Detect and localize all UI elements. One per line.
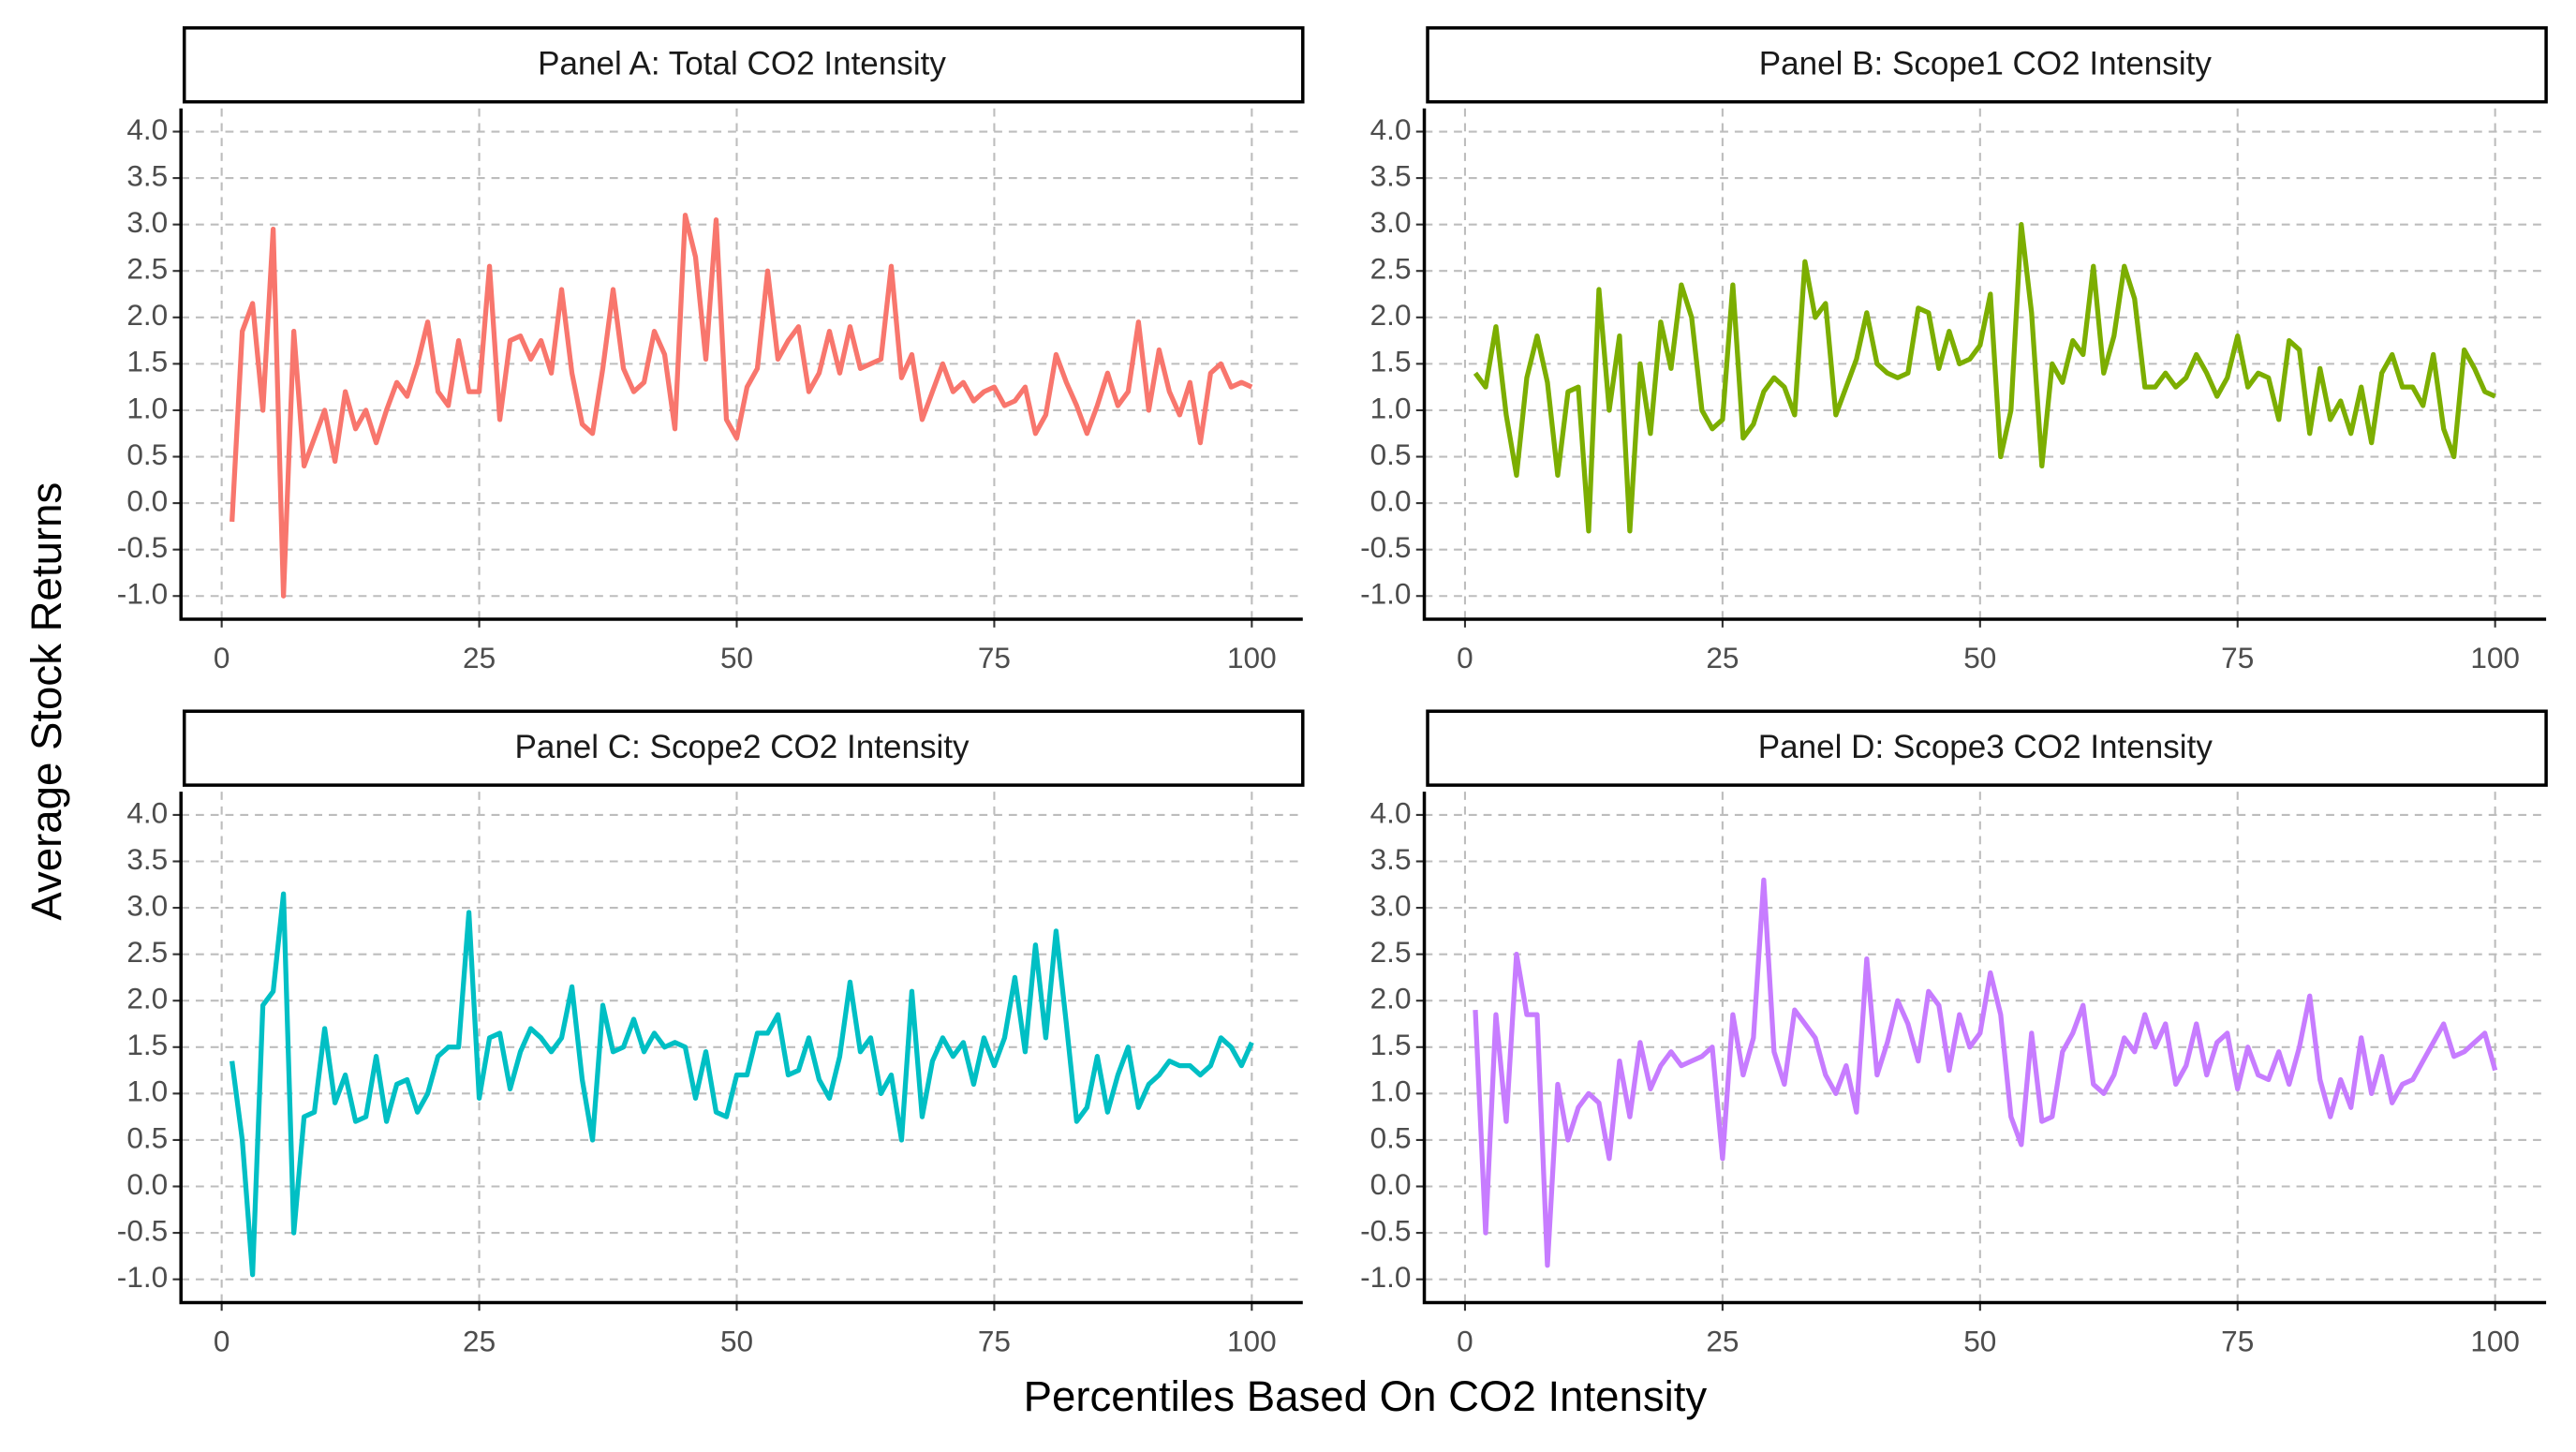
- y-tick-label: 0.5: [1370, 1120, 1412, 1154]
- y-tick-label: 4.0: [126, 112, 168, 146]
- data-line: [1473, 877, 2498, 1268]
- y-tick-label: 1.5: [126, 1028, 168, 1061]
- y-tick-label: -0.5: [117, 1213, 168, 1247]
- x-tick-label: 50: [720, 1325, 753, 1358]
- y-tick-label: 2.0: [1370, 298, 1412, 332]
- y-tick-label: 1.0: [1370, 1074, 1412, 1108]
- y-tick-label: -0.5: [117, 530, 168, 564]
- data-line: [229, 213, 1253, 599]
- y-tick-label: 1.5: [1370, 1028, 1412, 1061]
- y-tick-label: -1.0: [1360, 577, 1411, 611]
- panel-title: Panel D: Scope3 CO2 Intensity: [1758, 729, 2213, 765]
- x-tick-label: 0: [1457, 1325, 1473, 1358]
- y-tick-label: 4.0: [1370, 795, 1412, 829]
- x-tick-label: 75: [978, 641, 1011, 674]
- x-tick-label: 25: [463, 641, 496, 674]
- x-tick-label: 25: [1706, 1325, 1739, 1358]
- axis-line: [179, 792, 1303, 1305]
- y-tick-label: 2.0: [126, 982, 168, 1015]
- y-tick-label: 3.0: [1370, 205, 1412, 239]
- x-tick-label: 0: [1457, 641, 1473, 674]
- x-tick-label: 50: [720, 641, 753, 674]
- y-tick-label: 1.0: [126, 391, 168, 424]
- y-tick-label: 0.0: [1370, 1167, 1412, 1201]
- x-tick-label: 0: [214, 1325, 230, 1358]
- axis-line: [1422, 108, 2547, 621]
- y-tick-label: 3.0: [126, 205, 168, 239]
- x-tick-label: 75: [978, 1325, 1011, 1358]
- y-tick-label: 2.5: [126, 252, 168, 286]
- x-axis-label: Percentiles Based On CO2 Intensity: [1024, 1372, 1708, 1420]
- y-tick-label: 3.5: [126, 842, 168, 876]
- y-tick-label: 1.5: [126, 345, 168, 378]
- y-tick-label: 0.0: [126, 1167, 168, 1201]
- x-tick-label: 0: [214, 641, 230, 674]
- y-tick-label: 2.5: [126, 935, 168, 969]
- strip: [182, 709, 1305, 787]
- x-tick-label: 100: [1227, 641, 1277, 674]
- y-tick-label: 1.0: [126, 1074, 168, 1108]
- strip: [1426, 709, 2548, 787]
- axis-line: [1422, 792, 2547, 1305]
- y-tick-label: -0.5: [1360, 530, 1411, 564]
- y-tick-label: 0.0: [1370, 483, 1412, 517]
- x-tick-label: 75: [2221, 641, 2254, 674]
- panel-title: Panel C: Scope2 CO2 Intensity: [514, 729, 970, 765]
- y-tick-label: 2.0: [126, 298, 168, 332]
- y-tick-label: -1.0: [117, 577, 168, 611]
- x-tick-label: 50: [1963, 1325, 1996, 1358]
- axis-line: [179, 108, 1303, 621]
- x-tick-label: 100: [2470, 1325, 2520, 1358]
- y-tick-label: 3.5: [1370, 842, 1412, 876]
- y-tick-label: 2.5: [1370, 252, 1412, 286]
- y-tick-label: 4.0: [126, 795, 168, 829]
- x-tick-label: 75: [2221, 1325, 2254, 1358]
- x-tick-label: 100: [1227, 1325, 1277, 1358]
- x-tick-label: 100: [2470, 641, 2520, 674]
- data-line: [229, 891, 1254, 1278]
- y-tick-label: 2.0: [1370, 982, 1412, 1015]
- y-tick-label: 3.5: [126, 158, 168, 192]
- y-tick-label: 2.5: [1370, 935, 1412, 969]
- data-line: [1473, 222, 2496, 534]
- y-tick-label: -0.5: [1360, 1213, 1411, 1247]
- y-tick-label: 0.5: [126, 1120, 168, 1154]
- x-tick-label: 25: [1706, 641, 1739, 674]
- panel-title: Panel B: Scope1 CO2 Intensity: [1759, 45, 2213, 81]
- panel-title: Panel A: Total CO2 Intensity: [538, 45, 946, 81]
- x-tick-label: 25: [463, 1325, 496, 1358]
- y-tick-label: 1.5: [1370, 345, 1412, 378]
- y-tick-label: 3.0: [1370, 888, 1412, 922]
- y-tick-label: 0.5: [126, 437, 168, 471]
- y-tick-label: 3.5: [1370, 158, 1412, 192]
- strip: [1426, 26, 2548, 104]
- y-tick-label: -1.0: [117, 1260, 168, 1294]
- y-tick-label: 4.0: [1370, 112, 1412, 146]
- y-tick-label: 0.0: [126, 483, 168, 517]
- y-axis-label: Average Stock Returns: [22, 482, 70, 921]
- y-tick-label: 0.5: [1370, 437, 1412, 471]
- x-tick-label: 50: [1963, 641, 1996, 674]
- y-tick-label: 3.0: [126, 888, 168, 922]
- y-tick-label: -1.0: [1360, 1260, 1411, 1294]
- y-tick-label: 1.0: [1370, 391, 1412, 424]
- strip: [182, 26, 1305, 104]
